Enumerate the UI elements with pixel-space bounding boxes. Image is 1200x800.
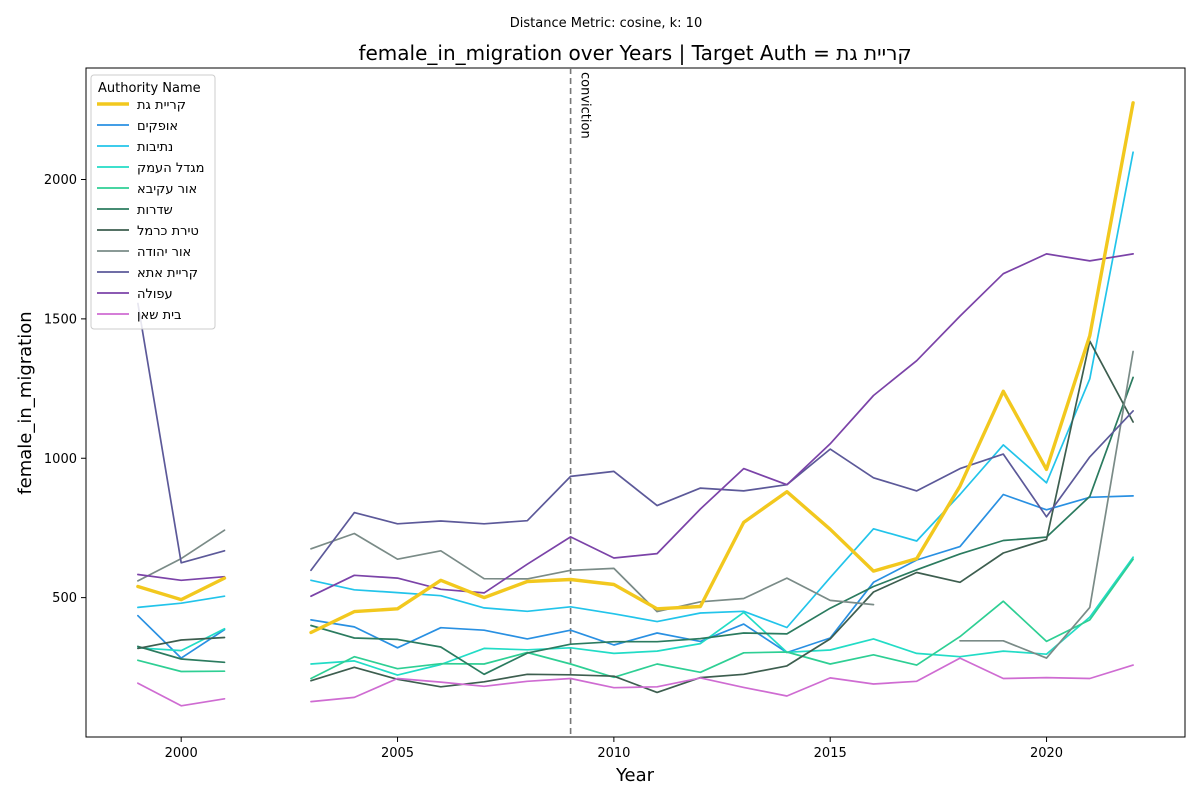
legend-title: Authority Name: [98, 81, 201, 96]
legend-entry-label: אור עקיבא: [137, 182, 197, 197]
legend-entry-label: שדרות: [137, 203, 173, 218]
y-tick-label: 1000: [44, 452, 77, 467]
legend-entry-label: בית שאן: [137, 308, 182, 323]
conviction-label: conviction: [578, 72, 593, 139]
series-line: [137, 657, 1134, 707]
legend-entry-label: אופקים: [137, 119, 178, 134]
series-line: [136, 101, 1135, 635]
annotation-layer: conviction: [569, 68, 593, 737]
series-line: [137, 376, 1134, 676]
x-tick-label: 2000: [165, 746, 198, 761]
legend-items: קריית גת אופקים נתיבות מגדל העמק אור עקיבא שד…: [97, 98, 205, 323]
series-line: [137, 253, 1134, 598]
series-layer: [136, 101, 1135, 707]
legend-entry-label: נתיבות: [137, 140, 173, 155]
chart-title: female_in_migration over Years | Target …: [358, 41, 911, 65]
plot-area: [85, 67, 1186, 738]
y-tick-label: 2000: [44, 173, 77, 188]
legend-entry-label: קריית אתא: [137, 266, 198, 281]
series-line: [137, 558, 1134, 680]
y-tick-label: 1500: [44, 312, 77, 327]
series-line: [137, 556, 1134, 676]
x-axis: 2000 2005 2010 2015 2020: [165, 737, 1063, 761]
x-axis-title: Year: [615, 765, 655, 786]
legend-entry-label: מגדל העמק: [137, 161, 205, 176]
y-axis: 500 1000 1500 2000: [44, 173, 86, 606]
x-tick-label: 2005: [381, 746, 414, 761]
legend: Authority Name קריית גת אופקים נתיבות מגדל …: [90, 74, 216, 330]
y-axis-title: female_in_migration: [15, 311, 36, 494]
x-tick-label: 2015: [814, 746, 847, 761]
legend-entry-label: טירת כרמל: [137, 224, 199, 239]
legend-box: [90, 74, 216, 330]
x-tick-label: 2010: [597, 746, 630, 761]
legend-entry-label: קריית גת: [137, 98, 186, 113]
legend-entry-label: עפולה: [137, 287, 173, 302]
chart-suptitle: Distance Metric: cosine, k: 10: [510, 16, 702, 31]
legend-entry-label: אור יהודה: [137, 245, 191, 260]
series-line: [137, 151, 1134, 629]
series-line: [137, 340, 1134, 694]
x-tick-label: 2020: [1030, 746, 1063, 761]
y-tick-label: 500: [52, 591, 77, 606]
